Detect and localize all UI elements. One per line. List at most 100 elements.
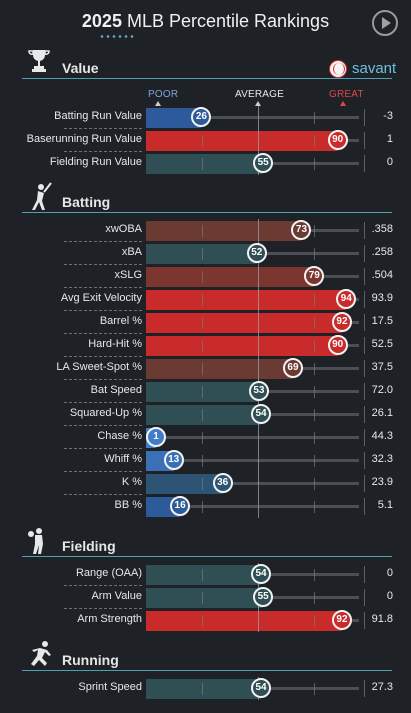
- quartile-line: [314, 478, 315, 490]
- percentile-bar: [146, 131, 338, 151]
- quartile-line: [314, 569, 315, 581]
- metric-row[interactable]: LA Sweet-Spot % 69 37.5: [0, 357, 411, 380]
- metric-row[interactable]: Baserunning Run Value 90 1: [0, 129, 411, 152]
- metric-row[interactable]: xwOBA 73 .358: [0, 219, 411, 242]
- percentile-track: [146, 436, 359, 439]
- percentile-badge: 92: [331, 610, 352, 630]
- metric-value: 32.3: [371, 453, 393, 465]
- runner-icon: [26, 640, 56, 673]
- batter-icon: [26, 182, 52, 217]
- value-divider: [364, 155, 365, 172]
- metric-row[interactable]: Squared-Up % 54 26.1: [0, 403, 411, 426]
- metric-label: Fielding Run Value: [49, 156, 142, 168]
- section-header-value: Value: [0, 50, 411, 84]
- metric-row[interactable]: Fielding Run Value 55 0: [0, 152, 411, 175]
- percentile-badge: 90: [327, 335, 348, 355]
- metric-row[interactable]: BB % 16 5.1: [0, 495, 411, 518]
- metric-label: Squared-Up %: [69, 407, 142, 419]
- value-divider: [364, 132, 365, 149]
- trophy-icon: [26, 48, 52, 79]
- quartile-line: [314, 363, 315, 375]
- row-separator: [64, 402, 142, 403]
- metric-row[interactable]: Bat Speed 53 72.0: [0, 380, 411, 403]
- row-separator: [64, 333, 142, 334]
- row-separator: [64, 379, 142, 380]
- metric-value: 1: [386, 133, 393, 145]
- metric-label: xSLG: [114, 269, 142, 281]
- metric-value: 0: [386, 567, 393, 579]
- metric-row[interactable]: Sprint Speed 54 27.3: [0, 677, 411, 700]
- metric-value: .358: [371, 223, 393, 235]
- metric-value: 91.8: [371, 613, 393, 625]
- metric-value: 5.1: [377, 499, 393, 511]
- average-line: [258, 311, 259, 334]
- metric-row[interactable]: Batting Run Value 26 -3: [0, 106, 411, 129]
- metric-value: 52.5: [371, 338, 393, 350]
- quartile-line: [202, 225, 203, 237]
- percentile-track: [146, 116, 359, 119]
- metric-label: Bat Speed: [90, 384, 142, 396]
- percentile-bar: [146, 336, 338, 356]
- metric-label: Sprint Speed: [78, 681, 142, 693]
- percentile-bar: [146, 611, 342, 631]
- percentile-bar: [146, 565, 262, 585]
- metric-row[interactable]: Barrel % 92 17.5: [0, 311, 411, 334]
- percentile-bar: [146, 290, 347, 310]
- play-button[interactable]: [372, 10, 398, 36]
- metric-row[interactable]: Range (OAA) 54 0: [0, 563, 411, 586]
- metric-row[interactable]: xBA 52 .258: [0, 242, 411, 265]
- average-line: [258, 449, 259, 472]
- percentile-badge: 90: [327, 130, 348, 150]
- section-header-batting: Batting: [0, 182, 411, 218]
- quartile-line: [202, 478, 203, 490]
- metric-row[interactable]: Arm Strength 92 91.8: [0, 609, 411, 632]
- percentile-track: [146, 505, 359, 508]
- quartile-line: [202, 317, 203, 329]
- metric-row[interactable]: Whiff % 13 32.3: [0, 449, 411, 472]
- header: 2025 MLB Percentile Rankings: [0, 0, 411, 46]
- average-line: [258, 472, 259, 495]
- quartile-line: [314, 501, 315, 513]
- average-line: [258, 495, 259, 518]
- metric-label: xwOBA: [105, 223, 142, 235]
- percentile-badge: 92: [331, 312, 352, 332]
- quartile-line: [314, 225, 315, 237]
- section-divider: [22, 78, 392, 79]
- quartile-line: [314, 409, 315, 421]
- value-divider: [364, 612, 365, 629]
- metric-row[interactable]: Chase % 1 44.3: [0, 426, 411, 449]
- metric-row[interactable]: Hard-Hit % 90 52.5: [0, 334, 411, 357]
- percentile-badge: 55: [253, 153, 274, 173]
- scale-great-label: GREAT: [329, 89, 364, 100]
- percentile-bar: [146, 154, 264, 174]
- percentile-badge: 94: [336, 289, 357, 309]
- row-separator: [64, 356, 142, 357]
- average-line: [258, 288, 259, 311]
- percentile-track: [146, 459, 359, 462]
- metric-label: BB %: [114, 499, 142, 511]
- metric-value: 44.3: [371, 430, 393, 442]
- row-separator: [64, 494, 142, 495]
- quartile-line: [202, 340, 203, 352]
- metric-row[interactable]: Avg Exit Velocity 94 93.9: [0, 288, 411, 311]
- section-divider: [22, 670, 392, 671]
- section-divider: [22, 212, 392, 213]
- value-divider: [364, 291, 365, 308]
- quartile-line: [202, 683, 203, 695]
- metric-row[interactable]: xSLG 79 .504: [0, 265, 411, 288]
- value-divider: [364, 589, 365, 606]
- section-header-fielding: Fielding: [0, 528, 411, 562]
- quartile-line: [202, 592, 203, 604]
- metric-row[interactable]: K % 36 23.9: [0, 472, 411, 495]
- quartile-line: [202, 501, 203, 513]
- value-divider: [364, 383, 365, 400]
- row-separator: [64, 264, 142, 265]
- percentile-bar: [146, 313, 342, 333]
- percentile-badge: 52: [246, 243, 267, 263]
- average-marker-icon: [255, 101, 261, 106]
- metric-row[interactable]: Arm Value 55 0: [0, 586, 411, 609]
- percentile-badge: 1: [146, 427, 166, 447]
- quartile-line: [314, 158, 315, 170]
- percentile-bar: [146, 267, 315, 287]
- metric-label: Arm Value: [91, 590, 142, 602]
